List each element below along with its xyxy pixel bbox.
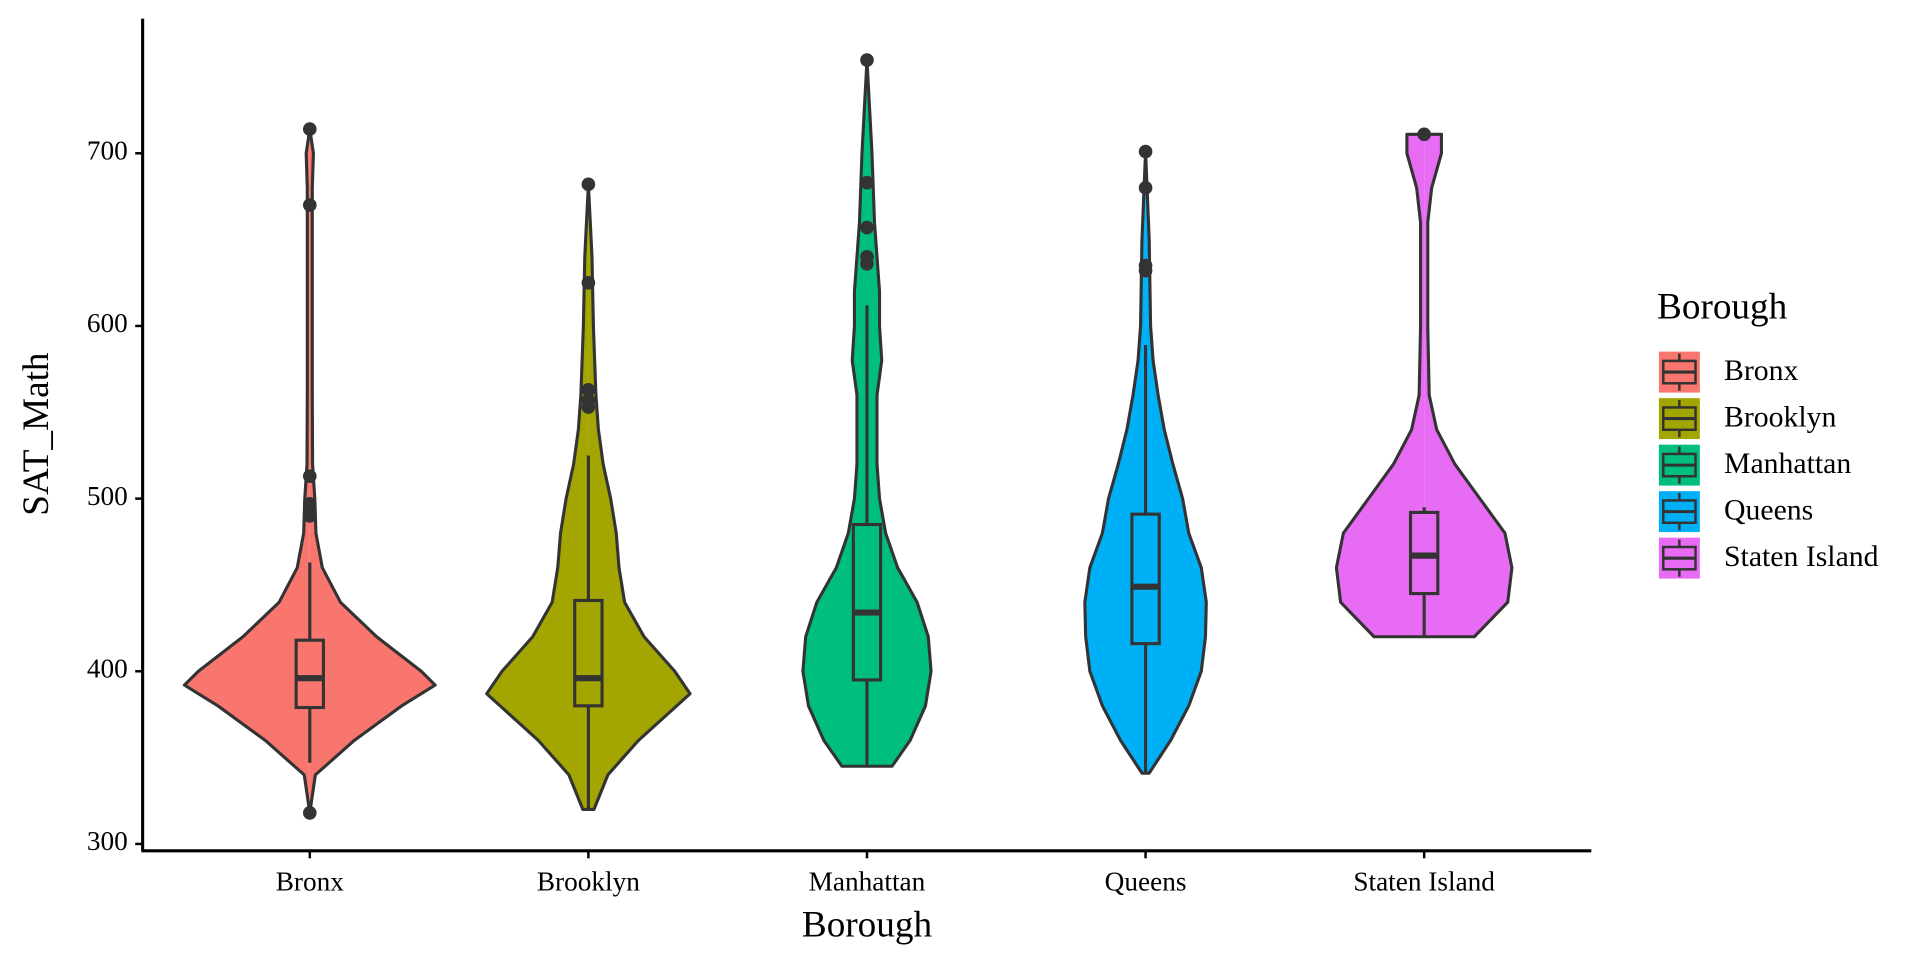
box: [294, 638, 325, 710]
y-tick-label: 500: [87, 481, 128, 511]
violin-outline: [865, 59, 933, 768]
y-tick-label: 600: [87, 308, 128, 338]
y-tick-label: 400: [87, 654, 128, 684]
outlier: [581, 383, 596, 397]
violin-half: [184, 129, 310, 813]
outlier: [860, 250, 874, 264]
violin-outline: [308, 128, 437, 814]
y-tick-label: 700: [87, 136, 128, 166]
legend-label: Queens: [1724, 494, 1813, 527]
violin-half: [309, 129, 436, 813]
x-tick-label: Manhattan: [809, 867, 926, 897]
legend-label: Staten Island: [1724, 540, 1879, 573]
outlier: [302, 496, 317, 511]
violin-half: [866, 60, 932, 767]
outlier: [860, 220, 874, 235]
violin-outline: [485, 184, 590, 811]
violin-half: [1424, 134, 1512, 637]
outlier: [1138, 258, 1153, 273]
violin-outline: [182, 128, 312, 814]
violin-half: [486, 184, 589, 810]
outlier: [581, 393, 596, 408]
violin-half: [588, 184, 691, 810]
outlier: [1138, 144, 1153, 159]
violin-half: [1336, 134, 1425, 637]
outlier: [302, 806, 317, 820]
outlier: [581, 275, 596, 290]
outlier: [1417, 127, 1431, 142]
violin-outline: [1083, 151, 1148, 775]
box: [1130, 512, 1161, 646]
x-tick-label: Staten Island: [1353, 867, 1495, 897]
violin-outline: [1334, 132, 1425, 639]
violin-outline: [586, 184, 692, 811]
legend-label: Bronx: [1724, 354, 1799, 387]
outlier: [1138, 180, 1153, 195]
outlier: [581, 177, 596, 192]
x-tick-label: Bronx: [276, 867, 345, 897]
y-tick-label: 300: [87, 826, 128, 856]
x-tick-label: Brooklyn: [537, 867, 640, 897]
outlier: [302, 469, 317, 483]
violin-outline: [801, 59, 869, 768]
x-tick-label: Queens: [1105, 867, 1187, 897]
legend-title: Borough: [1657, 287, 1788, 328]
outlier: [860, 53, 874, 67]
box: [573, 598, 604, 708]
outlier: [302, 198, 317, 212]
violin-outline: [1144, 151, 1208, 775]
y-axis-title: SAT_Math: [16, 352, 57, 516]
legend-label: Manhattan: [1724, 447, 1851, 480]
outlier: [860, 175, 874, 190]
legend-label: Brooklyn: [1724, 401, 1837, 434]
outlier: [302, 122, 317, 136]
box: [851, 522, 883, 682]
violin-half: [802, 60, 867, 767]
violin-outline: [1424, 132, 1514, 639]
x-axis-title: Borough: [802, 904, 933, 945]
